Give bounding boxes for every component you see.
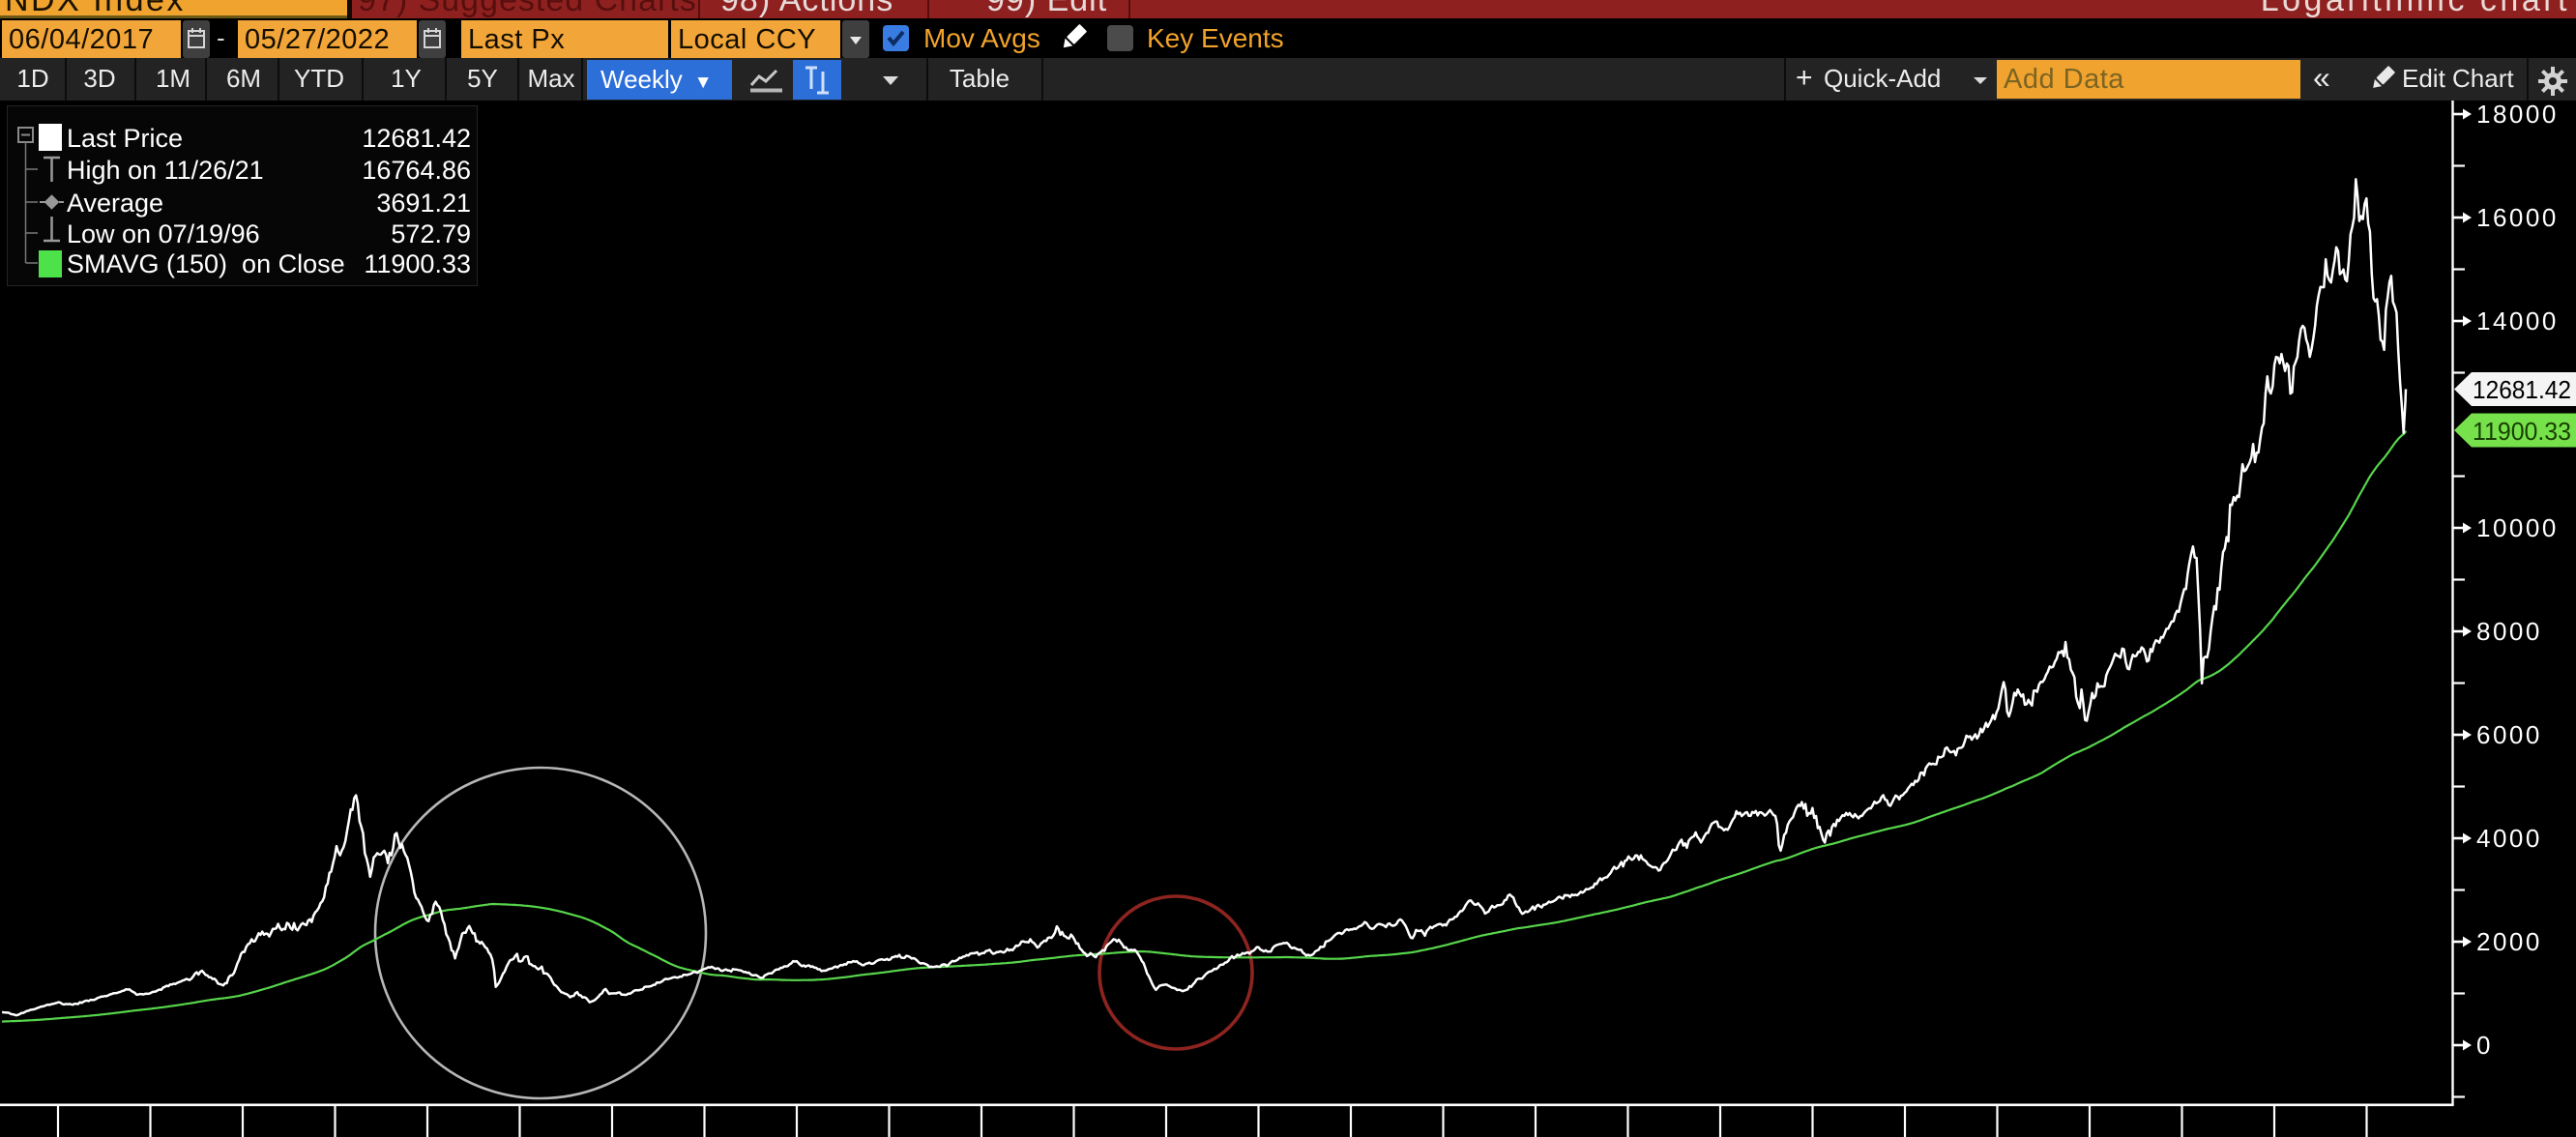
svg-text:16000: 16000 [2476, 203, 2559, 232]
svg-text:14000: 14000 [2476, 306, 2559, 335]
svg-text:6000: 6000 [2476, 720, 2542, 749]
svg-text:11900.33: 11900.33 [2473, 417, 2571, 446]
svg-text:4000: 4000 [2476, 824, 2542, 853]
svg-text:2000: 2000 [2476, 927, 2542, 956]
svg-text:0: 0 [2476, 1031, 2493, 1060]
svg-text:18000: 18000 [2476, 100, 2559, 129]
svg-text:10000: 10000 [2476, 513, 2559, 542]
svg-text:8000: 8000 [2476, 617, 2542, 646]
svg-text:12681.42: 12681.42 [2473, 375, 2571, 404]
